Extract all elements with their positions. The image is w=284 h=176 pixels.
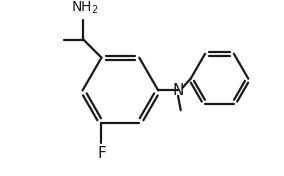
Text: F: F	[97, 146, 106, 161]
Text: N: N	[172, 83, 184, 98]
Text: NH$_2$: NH$_2$	[70, 0, 98, 16]
